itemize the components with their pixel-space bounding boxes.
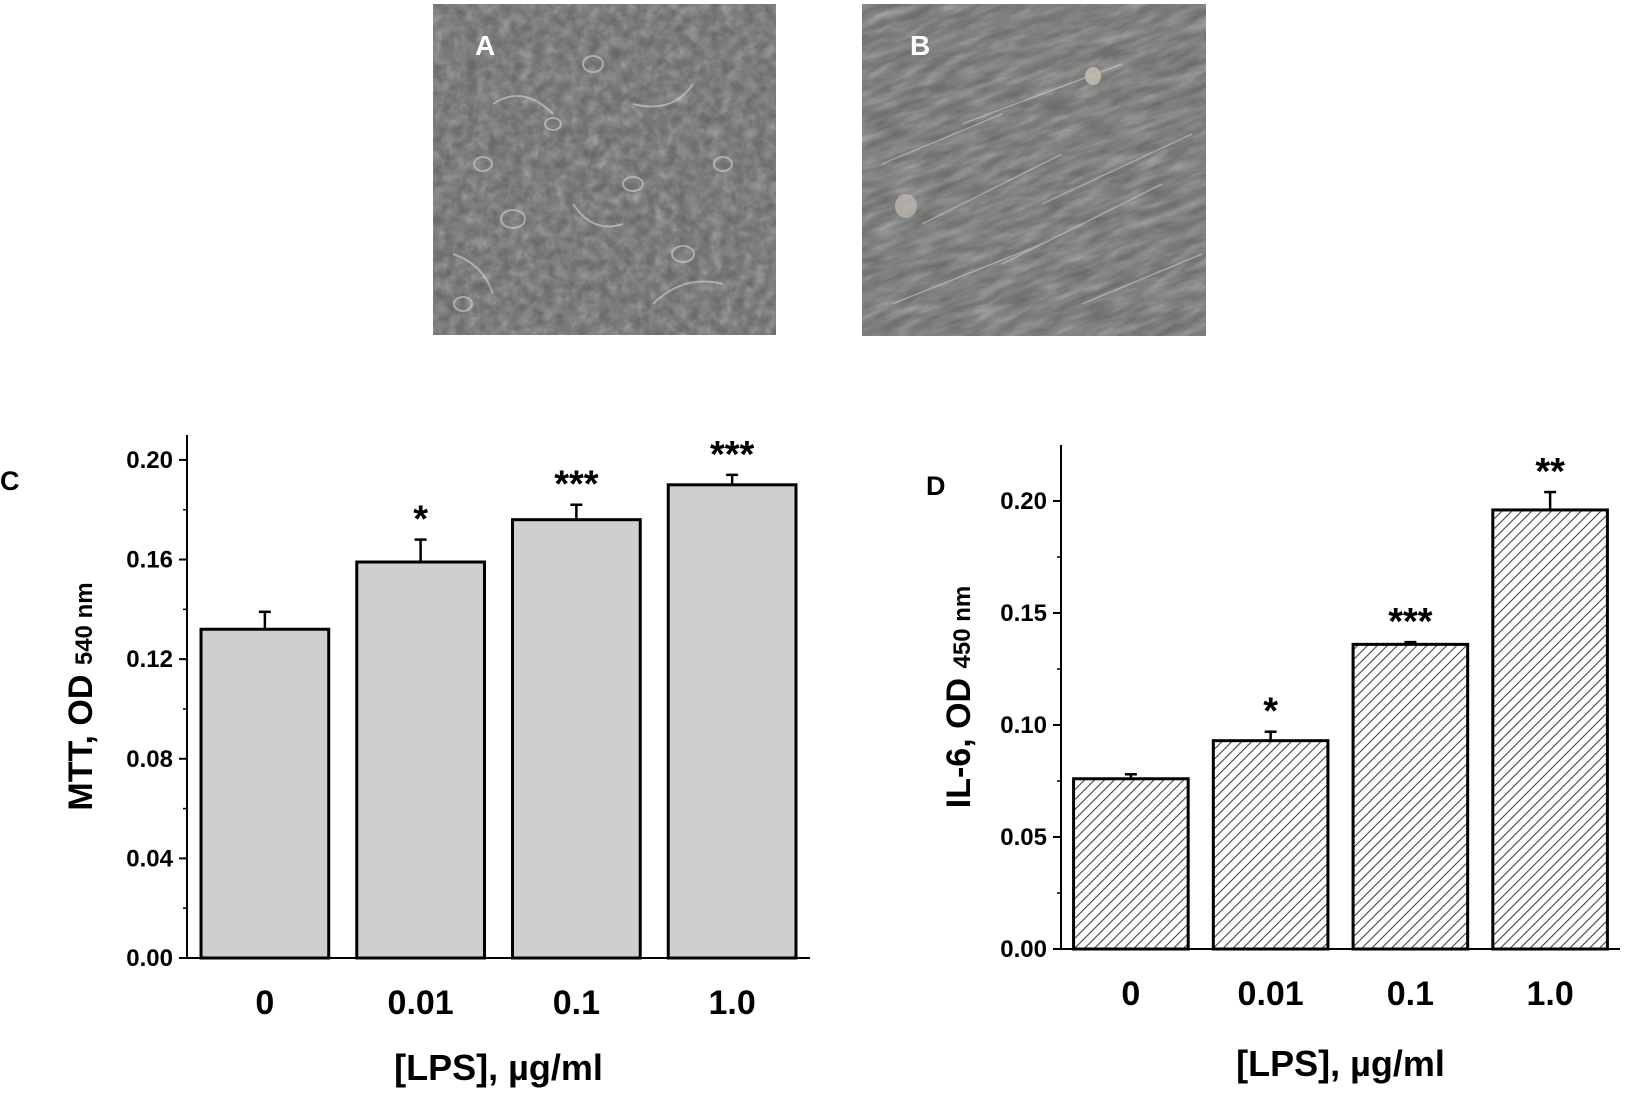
d-x-tick-label: 1.0	[1526, 975, 1573, 1013]
panel-label-b: B	[910, 30, 931, 61]
d-bar	[1072, 777, 1190, 951]
d-bar	[1211, 739, 1330, 951]
c-y-tick-label: 0.00	[126, 945, 173, 972]
c-y-axis-label: MTT, OD 540 nm	[62, 582, 100, 810]
d-significance-mark: *	[1263, 691, 1278, 733]
d-bar	[1351, 642, 1470, 951]
c-error-bars	[258, 473, 739, 630]
panel-label-a: A	[475, 30, 496, 61]
c-x-tick-label: 0	[255, 984, 274, 1022]
d-bar	[1491, 508, 1609, 951]
d-x-axis-label: [LPS], µg/ml	[1236, 1043, 1445, 1084]
d-significance-mark: **	[1535, 451, 1565, 493]
panel-label-d: D	[926, 471, 946, 501]
c-y-axis-ticks: 0.00 0.04 0.08 0.12 0.16 0.20	[126, 447, 187, 972]
chart-c: C 0.000.040.080.120.160.20 ******* 0 0.01…	[0, 434, 810, 1088]
c-x-axis-ticks: 0 0.01 0.1 1.0	[255, 984, 755, 1022]
c-bar	[666, 483, 798, 960]
d-x-tick-label: 0	[1121, 975, 1140, 1013]
c-y-axis-label-sub: 540 nm	[71, 582, 98, 665]
c-y-tick-label: 0.08	[126, 746, 173, 773]
d-significance-marks: ******	[1263, 451, 1565, 733]
c-x-axis-label: [LPS], µg/ml	[394, 1047, 603, 1088]
c-y-axis-label-main: MTT, OD	[62, 675, 100, 811]
c-significance-marks: *******	[413, 434, 754, 541]
c-bars	[199, 483, 798, 960]
d-y-tick-label: 0.00	[1000, 936, 1047, 963]
d-error-bars	[1124, 490, 1557, 779]
d-y-axis-label-main: IL-6, OD	[940, 678, 978, 808]
d-x-tick-label: 0.01	[1238, 975, 1304, 1013]
d-y-axis-ticks: 0.00 0.05 0.10 0.15 0.20	[1000, 488, 1061, 963]
c-bar	[199, 627, 331, 960]
micrograph-b-image	[862, 4, 1206, 336]
c-significance-mark: ***	[554, 464, 599, 506]
c-significance-mark: *	[413, 499, 428, 541]
d-y-tick-label: 0.05	[1000, 824, 1047, 851]
d-x-axis-ticks: 0 0.01 0.1 1.0	[1121, 975, 1573, 1013]
d-y-axis-label: IL-6, OD 450 nm	[940, 586, 978, 809]
c-significance-mark: ***	[710, 434, 755, 476]
d-y-tick-label: 0.20	[1000, 488, 1047, 515]
c-x-tick-label: 1.0	[708, 984, 755, 1022]
d-y-tick-label: 0.10	[1000, 712, 1047, 739]
c-y-tick-label: 0.20	[126, 447, 173, 474]
c-y-tick-label: 0.12	[126, 646, 173, 673]
d-y-tick-label: 0.15	[1000, 600, 1047, 627]
c-bar	[355, 560, 486, 960]
c-bar	[511, 518, 642, 960]
micrograph-a-image	[433, 4, 776, 335]
d-x-tick-label: 0.1	[1387, 975, 1434, 1013]
c-y-tick-label: 0.04	[126, 845, 173, 872]
micrograph-b: B	[862, 4, 1206, 336]
panel-label-c: C	[0, 466, 20, 496]
cell-blob-2	[895, 194, 917, 218]
d-bars	[1072, 508, 1609, 951]
chart-d: D 0.000.050.100.150.20 ****** 0 0.01 0.1 1.…	[926, 445, 1620, 1084]
c-x-tick-label: 0.1	[553, 984, 600, 1022]
d-significance-mark: ***	[1388, 601, 1433, 643]
cell-blob-1	[1085, 67, 1101, 85]
c-y-tick-label: 0.16	[126, 547, 173, 574]
micrograph-a: A	[433, 4, 776, 335]
d-y-axis-label-sub: 450 nm	[949, 586, 976, 669]
c-x-tick-label: 0.01	[388, 984, 454, 1022]
